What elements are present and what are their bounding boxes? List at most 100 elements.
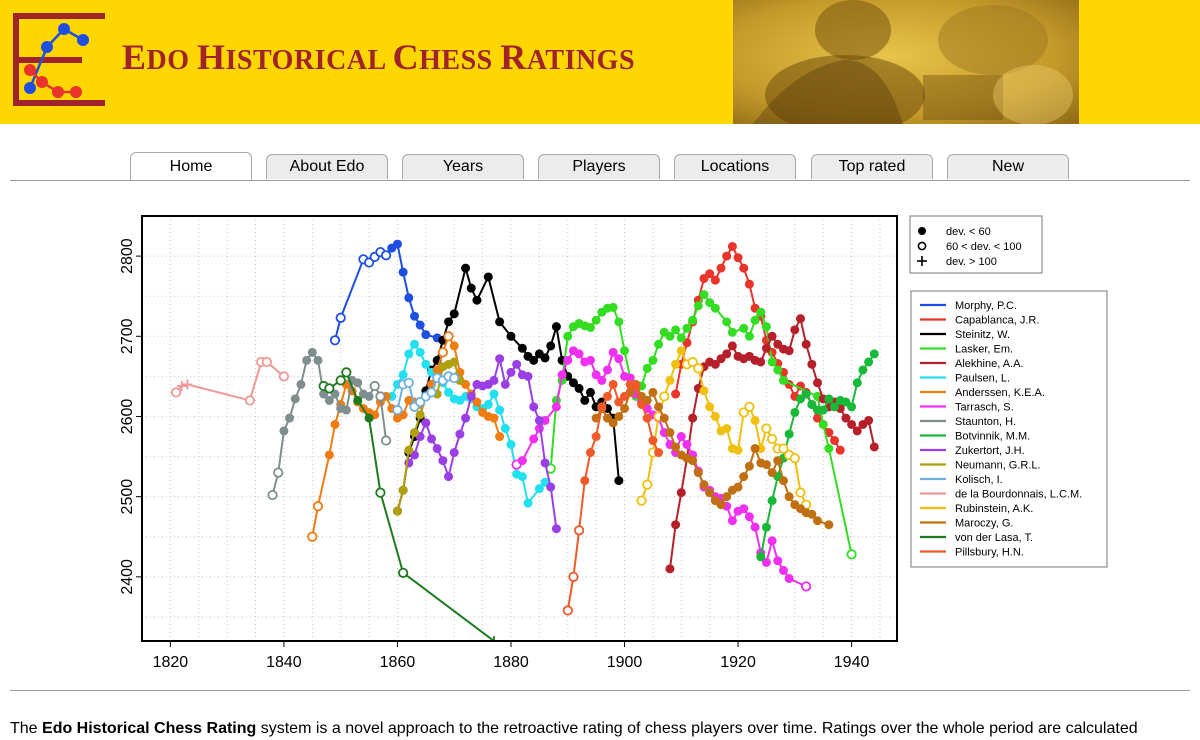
data-point [483, 272, 493, 282]
data-point [807, 509, 817, 519]
data-point [813, 378, 823, 388]
marker-legend-label: dev. < 60 [946, 226, 991, 238]
data-point [722, 492, 732, 502]
data-point [415, 410, 425, 420]
data-point-open [244, 395, 255, 406]
data-point [324, 450, 334, 460]
data-point [500, 379, 510, 389]
data-point [869, 442, 879, 452]
data-point-open [267, 489, 278, 501]
marker-legend: dev. < 60 60 < dev. < 100 dev. > 100 [909, 215, 1043, 274]
data-point [767, 468, 777, 478]
data-point [784, 346, 794, 356]
tab-locations[interactable]: Locations [674, 154, 796, 179]
data-point [852, 378, 862, 388]
data-point-open [392, 404, 403, 416]
x-tick-label: 1860 [380, 654, 416, 671]
data-point [364, 391, 374, 401]
plot-area [170, 239, 879, 641]
data-point [296, 379, 306, 389]
tab-top-rated[interactable]: Top rated [811, 154, 933, 179]
data-point [671, 389, 681, 399]
y-tick-label: 2700 [119, 318, 136, 354]
series-3 [545, 290, 857, 560]
data-point [654, 448, 664, 458]
data-point [654, 339, 664, 349]
tab-years[interactable]: Years [402, 154, 524, 179]
data-point-open [693, 363, 704, 374]
section-divider [10, 690, 1190, 691]
data-point [614, 411, 624, 421]
data-point-open [426, 387, 437, 398]
tab-about-edo[interactable]: About Edo [266, 154, 388, 179]
data-point-open [312, 501, 324, 512]
data-point [847, 402, 857, 412]
data-point [807, 399, 817, 409]
data-point-open [341, 367, 352, 378]
data-point [449, 341, 459, 351]
data-point [665, 331, 675, 341]
data-point [506, 331, 516, 341]
data-point [739, 323, 749, 333]
title-part: HESS [419, 45, 501, 76]
data-point [739, 263, 749, 273]
data-point [705, 402, 715, 412]
data-point [688, 456, 698, 466]
data-point [517, 456, 527, 466]
data-point [551, 524, 561, 534]
data-point [744, 279, 754, 289]
data-point [699, 386, 709, 396]
data-point [415, 320, 425, 330]
data-point [676, 432, 686, 442]
data-point [620, 391, 630, 401]
data-point-open [437, 347, 448, 358]
intro-paragraph: The Edo Historical Chess Rating system i… [10, 720, 1190, 738]
data-point [506, 367, 516, 377]
series-5 [387, 339, 550, 508]
legend-entry: Zukertort, J.H. [955, 445, 1025, 457]
legend-entry: Staunton, H. [955, 416, 1016, 428]
series-0 [329, 239, 442, 346]
data-point [427, 434, 437, 444]
data-point [455, 429, 465, 439]
data-point [597, 375, 607, 385]
data-point-open [801, 581, 812, 592]
tab-home[interactable]: Home [130, 152, 252, 180]
data-point [671, 325, 681, 335]
data-point [688, 413, 698, 423]
data-point [693, 301, 703, 311]
legend-entry: Alekhine, A.A. [955, 358, 1024, 370]
data-point-open [335, 312, 346, 323]
data-point [784, 492, 794, 502]
legend-marker-open [917, 241, 927, 251]
tab-new[interactable]: New [947, 154, 1069, 179]
data-point [415, 347, 425, 357]
data-point-open [443, 331, 454, 342]
data-point [676, 346, 686, 356]
data-point [483, 399, 493, 409]
data-point [739, 472, 749, 482]
data-point [302, 355, 312, 365]
data-point [733, 482, 743, 492]
data-point [739, 504, 749, 514]
data-point [847, 419, 857, 429]
data-point [364, 413, 374, 423]
data-point [830, 402, 840, 412]
data-point [534, 415, 544, 425]
data-point [421, 330, 431, 340]
edo-logo-icon[interactable] [12, 12, 108, 108]
data-point [671, 442, 681, 452]
data-point [864, 415, 874, 425]
tab-players[interactable]: Players [538, 154, 660, 179]
data-point [620, 346, 630, 356]
data-point [790, 407, 800, 417]
data-point [642, 363, 652, 373]
data-point [398, 370, 408, 380]
x-tick-label: 1900 [607, 654, 643, 671]
data-point [824, 394, 834, 404]
data-point [705, 269, 715, 279]
data-point [676, 488, 686, 498]
data-point [602, 365, 612, 375]
data-point [722, 317, 732, 327]
data-point [404, 445, 414, 455]
